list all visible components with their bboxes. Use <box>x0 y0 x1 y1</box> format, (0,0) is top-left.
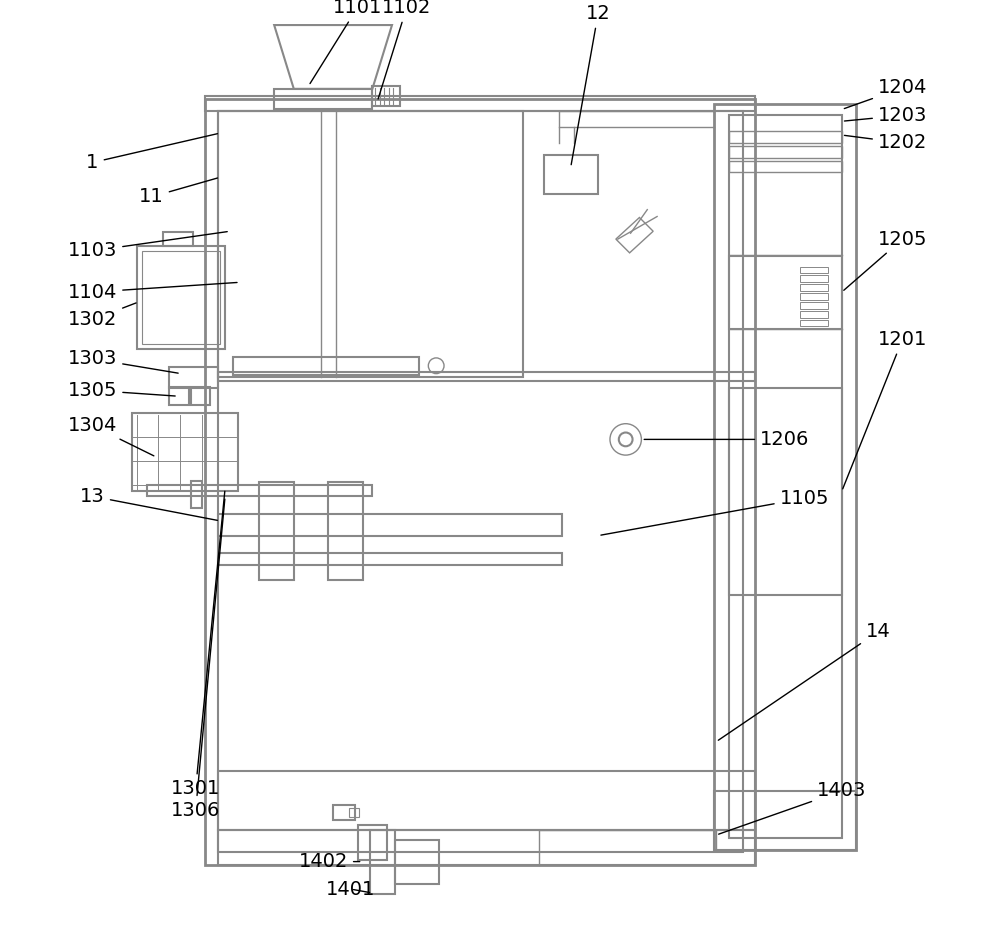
Bar <box>729 256 842 330</box>
Bar <box>729 146 842 157</box>
Bar <box>274 89 372 108</box>
Text: 13: 13 <box>80 487 217 520</box>
Text: 1401: 1401 <box>326 880 375 899</box>
Bar <box>800 266 828 273</box>
Text: 1105: 1105 <box>601 489 829 535</box>
Bar <box>729 160 842 173</box>
Text: 1101: 1101 <box>310 0 382 83</box>
Text: 1: 1 <box>86 134 217 172</box>
Bar <box>800 311 828 318</box>
Text: 1203: 1203 <box>844 106 927 125</box>
Bar <box>169 367 218 389</box>
Bar <box>191 388 210 405</box>
Text: 1306: 1306 <box>171 499 225 820</box>
Bar <box>205 99 755 865</box>
Text: 1205: 1205 <box>844 229 927 290</box>
Bar <box>169 388 189 405</box>
Bar <box>729 131 842 143</box>
Bar <box>729 116 842 838</box>
Bar <box>233 357 419 374</box>
Bar <box>370 830 395 894</box>
Bar <box>349 808 359 817</box>
Bar <box>218 554 562 565</box>
Bar <box>800 302 828 309</box>
Text: 11: 11 <box>139 178 218 207</box>
Bar <box>800 293 828 300</box>
Bar <box>218 514 562 536</box>
Bar <box>137 246 225 349</box>
Bar <box>358 826 387 860</box>
Text: 1102: 1102 <box>378 0 431 99</box>
Bar <box>132 413 238 491</box>
Text: 12: 12 <box>571 4 611 165</box>
Text: 1104: 1104 <box>68 283 237 301</box>
Text: 1204: 1204 <box>844 79 927 109</box>
Bar <box>372 86 400 105</box>
Bar <box>218 372 755 381</box>
Text: 1304: 1304 <box>68 416 154 456</box>
Bar <box>328 482 363 580</box>
Bar <box>714 103 856 849</box>
Bar <box>395 840 439 884</box>
Text: 1305: 1305 <box>68 381 175 400</box>
Bar <box>800 319 828 326</box>
Text: 1103: 1103 <box>68 231 227 261</box>
Text: 1201: 1201 <box>843 330 927 489</box>
Bar <box>800 284 828 291</box>
Bar <box>729 389 842 594</box>
Text: 14: 14 <box>718 622 890 740</box>
Text: 1402: 1402 <box>299 852 360 871</box>
Text: 1301: 1301 <box>171 491 225 798</box>
Text: 1206: 1206 <box>644 429 809 449</box>
Text: 1302: 1302 <box>68 303 136 329</box>
Bar <box>142 251 220 344</box>
Bar <box>800 276 828 283</box>
Bar <box>218 112 743 852</box>
Bar <box>191 481 202 508</box>
Bar <box>218 830 755 865</box>
Text: 1403: 1403 <box>719 781 866 834</box>
Bar <box>218 112 523 376</box>
Bar <box>218 772 755 830</box>
Bar <box>147 484 372 497</box>
Bar <box>259 482 294 580</box>
Bar <box>714 791 856 849</box>
Text: 1202: 1202 <box>844 134 927 153</box>
Bar <box>205 96 755 112</box>
Bar <box>163 232 193 246</box>
Bar <box>544 155 598 194</box>
Text: 1303: 1303 <box>68 350 178 374</box>
Bar <box>333 805 355 820</box>
